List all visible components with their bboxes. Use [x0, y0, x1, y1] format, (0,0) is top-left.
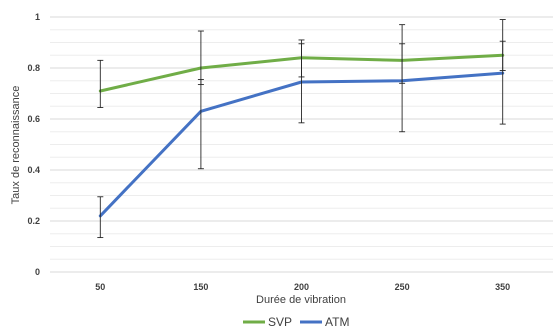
x-tick-label: 50: [95, 282, 105, 292]
y-tick-label: 1: [35, 12, 40, 22]
legend-label-atm: ATM: [325, 315, 349, 329]
error-bars: [97, 19, 506, 239]
x-tick-label: 200: [294, 282, 309, 292]
x-tick-label: 150: [193, 282, 208, 292]
y-tick-labels: 0 0.2 0.4 0.6 0.8 1: [27, 12, 40, 277]
y-tick-label: 0.8: [27, 63, 40, 73]
y-tick-label: 0.6: [27, 114, 40, 124]
x-axis-title: Durée de vibration: [256, 294, 346, 306]
y-tick-label: 0: [35, 267, 40, 277]
legend: SVP ATM: [243, 315, 349, 329]
y-axis-title: Taux de reconnaissance: [10, 86, 22, 205]
y-tick-label: 0.2: [27, 216, 40, 226]
x-tick-labels: 50 150 200 250 350: [95, 282, 510, 292]
x-tick-label: 250: [395, 282, 410, 292]
y-tick-label: 0.4: [27, 165, 40, 175]
x-tick-label: 350: [495, 282, 510, 292]
legend-label-svp: SVP: [268, 315, 292, 329]
